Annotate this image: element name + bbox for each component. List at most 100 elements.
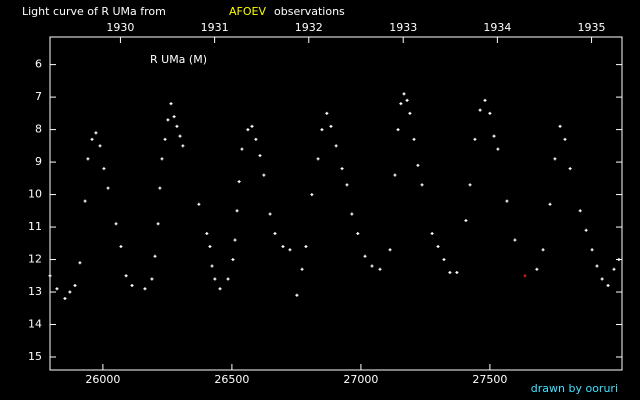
data-point xyxy=(231,258,235,262)
y-tick-label: 6 xyxy=(35,58,42,71)
data-point xyxy=(90,137,94,141)
y-tick-label: 14 xyxy=(28,318,42,331)
data-point xyxy=(578,209,582,213)
data-point xyxy=(408,111,412,115)
data-point xyxy=(405,98,409,102)
star-label: R UMa (M) xyxy=(150,53,207,66)
data-point xyxy=(246,128,250,132)
data-point xyxy=(156,222,160,226)
data-point xyxy=(553,157,557,161)
data-point xyxy=(150,277,154,281)
data-point xyxy=(436,245,440,249)
data-point xyxy=(478,108,482,112)
x2-tick-label: 1933 xyxy=(389,21,417,34)
data-point xyxy=(535,267,539,271)
data-point xyxy=(197,202,201,206)
data-point xyxy=(483,98,487,102)
data-point xyxy=(181,144,185,148)
data-point xyxy=(340,167,344,171)
data-point xyxy=(153,254,157,258)
plot-frame xyxy=(49,36,623,371)
data-point xyxy=(464,219,468,223)
data-point xyxy=(295,293,299,297)
data-point xyxy=(218,287,222,291)
data-point xyxy=(114,222,118,226)
data-point xyxy=(345,183,349,187)
data-point xyxy=(523,274,527,278)
data-point xyxy=(240,147,244,151)
data-point xyxy=(213,277,217,281)
data-point xyxy=(378,267,382,271)
data-point xyxy=(329,124,333,128)
data-point xyxy=(325,111,329,115)
data-point xyxy=(505,199,509,203)
data-point xyxy=(250,124,254,128)
source-label: AFOEV xyxy=(229,5,266,18)
y-tick-label: 15 xyxy=(28,350,42,363)
data-point xyxy=(119,245,123,249)
data-point xyxy=(163,137,167,141)
data-point xyxy=(258,154,262,158)
data-point xyxy=(416,163,420,167)
data-point xyxy=(393,173,397,177)
data-point xyxy=(600,277,604,281)
data-point xyxy=(205,232,209,236)
data-point xyxy=(73,284,77,288)
y-tick-label: 12 xyxy=(28,253,42,266)
data-point xyxy=(558,124,562,128)
data-point xyxy=(86,157,90,161)
x2-tick-label: 1931 xyxy=(201,21,229,34)
data-point xyxy=(143,287,147,291)
data-point xyxy=(590,248,594,252)
data-point xyxy=(350,212,354,216)
data-point xyxy=(399,102,403,106)
data-point xyxy=(320,128,324,132)
data-point xyxy=(473,137,477,141)
data-point xyxy=(304,245,308,249)
data-point xyxy=(130,284,134,288)
data-point xyxy=(356,232,360,236)
data-point xyxy=(48,274,52,278)
y-tick-label: 8 xyxy=(35,123,42,136)
title-suffix: observations xyxy=(274,5,345,18)
y-tick-label: 11 xyxy=(28,220,42,233)
data-point xyxy=(208,245,212,249)
data-point xyxy=(102,167,106,171)
data-point xyxy=(166,118,170,122)
data-point xyxy=(412,137,416,141)
data-point xyxy=(402,92,406,96)
data-point xyxy=(273,232,277,236)
data-point xyxy=(68,290,72,294)
x2-tick-label: 1932 xyxy=(295,21,323,34)
data-point xyxy=(310,193,314,197)
data-point xyxy=(563,137,567,141)
data-point xyxy=(606,284,610,288)
data-point xyxy=(288,248,292,252)
data-point xyxy=(237,180,241,184)
data-point xyxy=(235,209,239,213)
y-tick-label: 7 xyxy=(35,90,42,103)
data-point xyxy=(420,183,424,187)
data-point xyxy=(124,274,128,278)
data-point xyxy=(254,137,258,141)
data-point xyxy=(363,254,367,258)
data-point xyxy=(281,245,285,249)
data-point xyxy=(210,264,214,268)
credit: drawn by ooruri xyxy=(531,382,618,395)
data-point xyxy=(548,202,552,206)
data-point xyxy=(492,134,496,138)
data-point xyxy=(388,248,392,252)
data-point xyxy=(178,134,182,138)
data-point xyxy=(448,271,452,275)
x2-tick-label: 1930 xyxy=(106,21,134,34)
data-point xyxy=(568,167,572,171)
data-point xyxy=(106,186,110,190)
data-point xyxy=(83,199,87,203)
data-point xyxy=(98,144,102,148)
data-point xyxy=(172,115,176,119)
data-point xyxy=(612,267,616,271)
data-point xyxy=(513,238,517,242)
x2-tick-label: 1934 xyxy=(483,21,511,34)
y-tick-label: 10 xyxy=(28,188,42,201)
